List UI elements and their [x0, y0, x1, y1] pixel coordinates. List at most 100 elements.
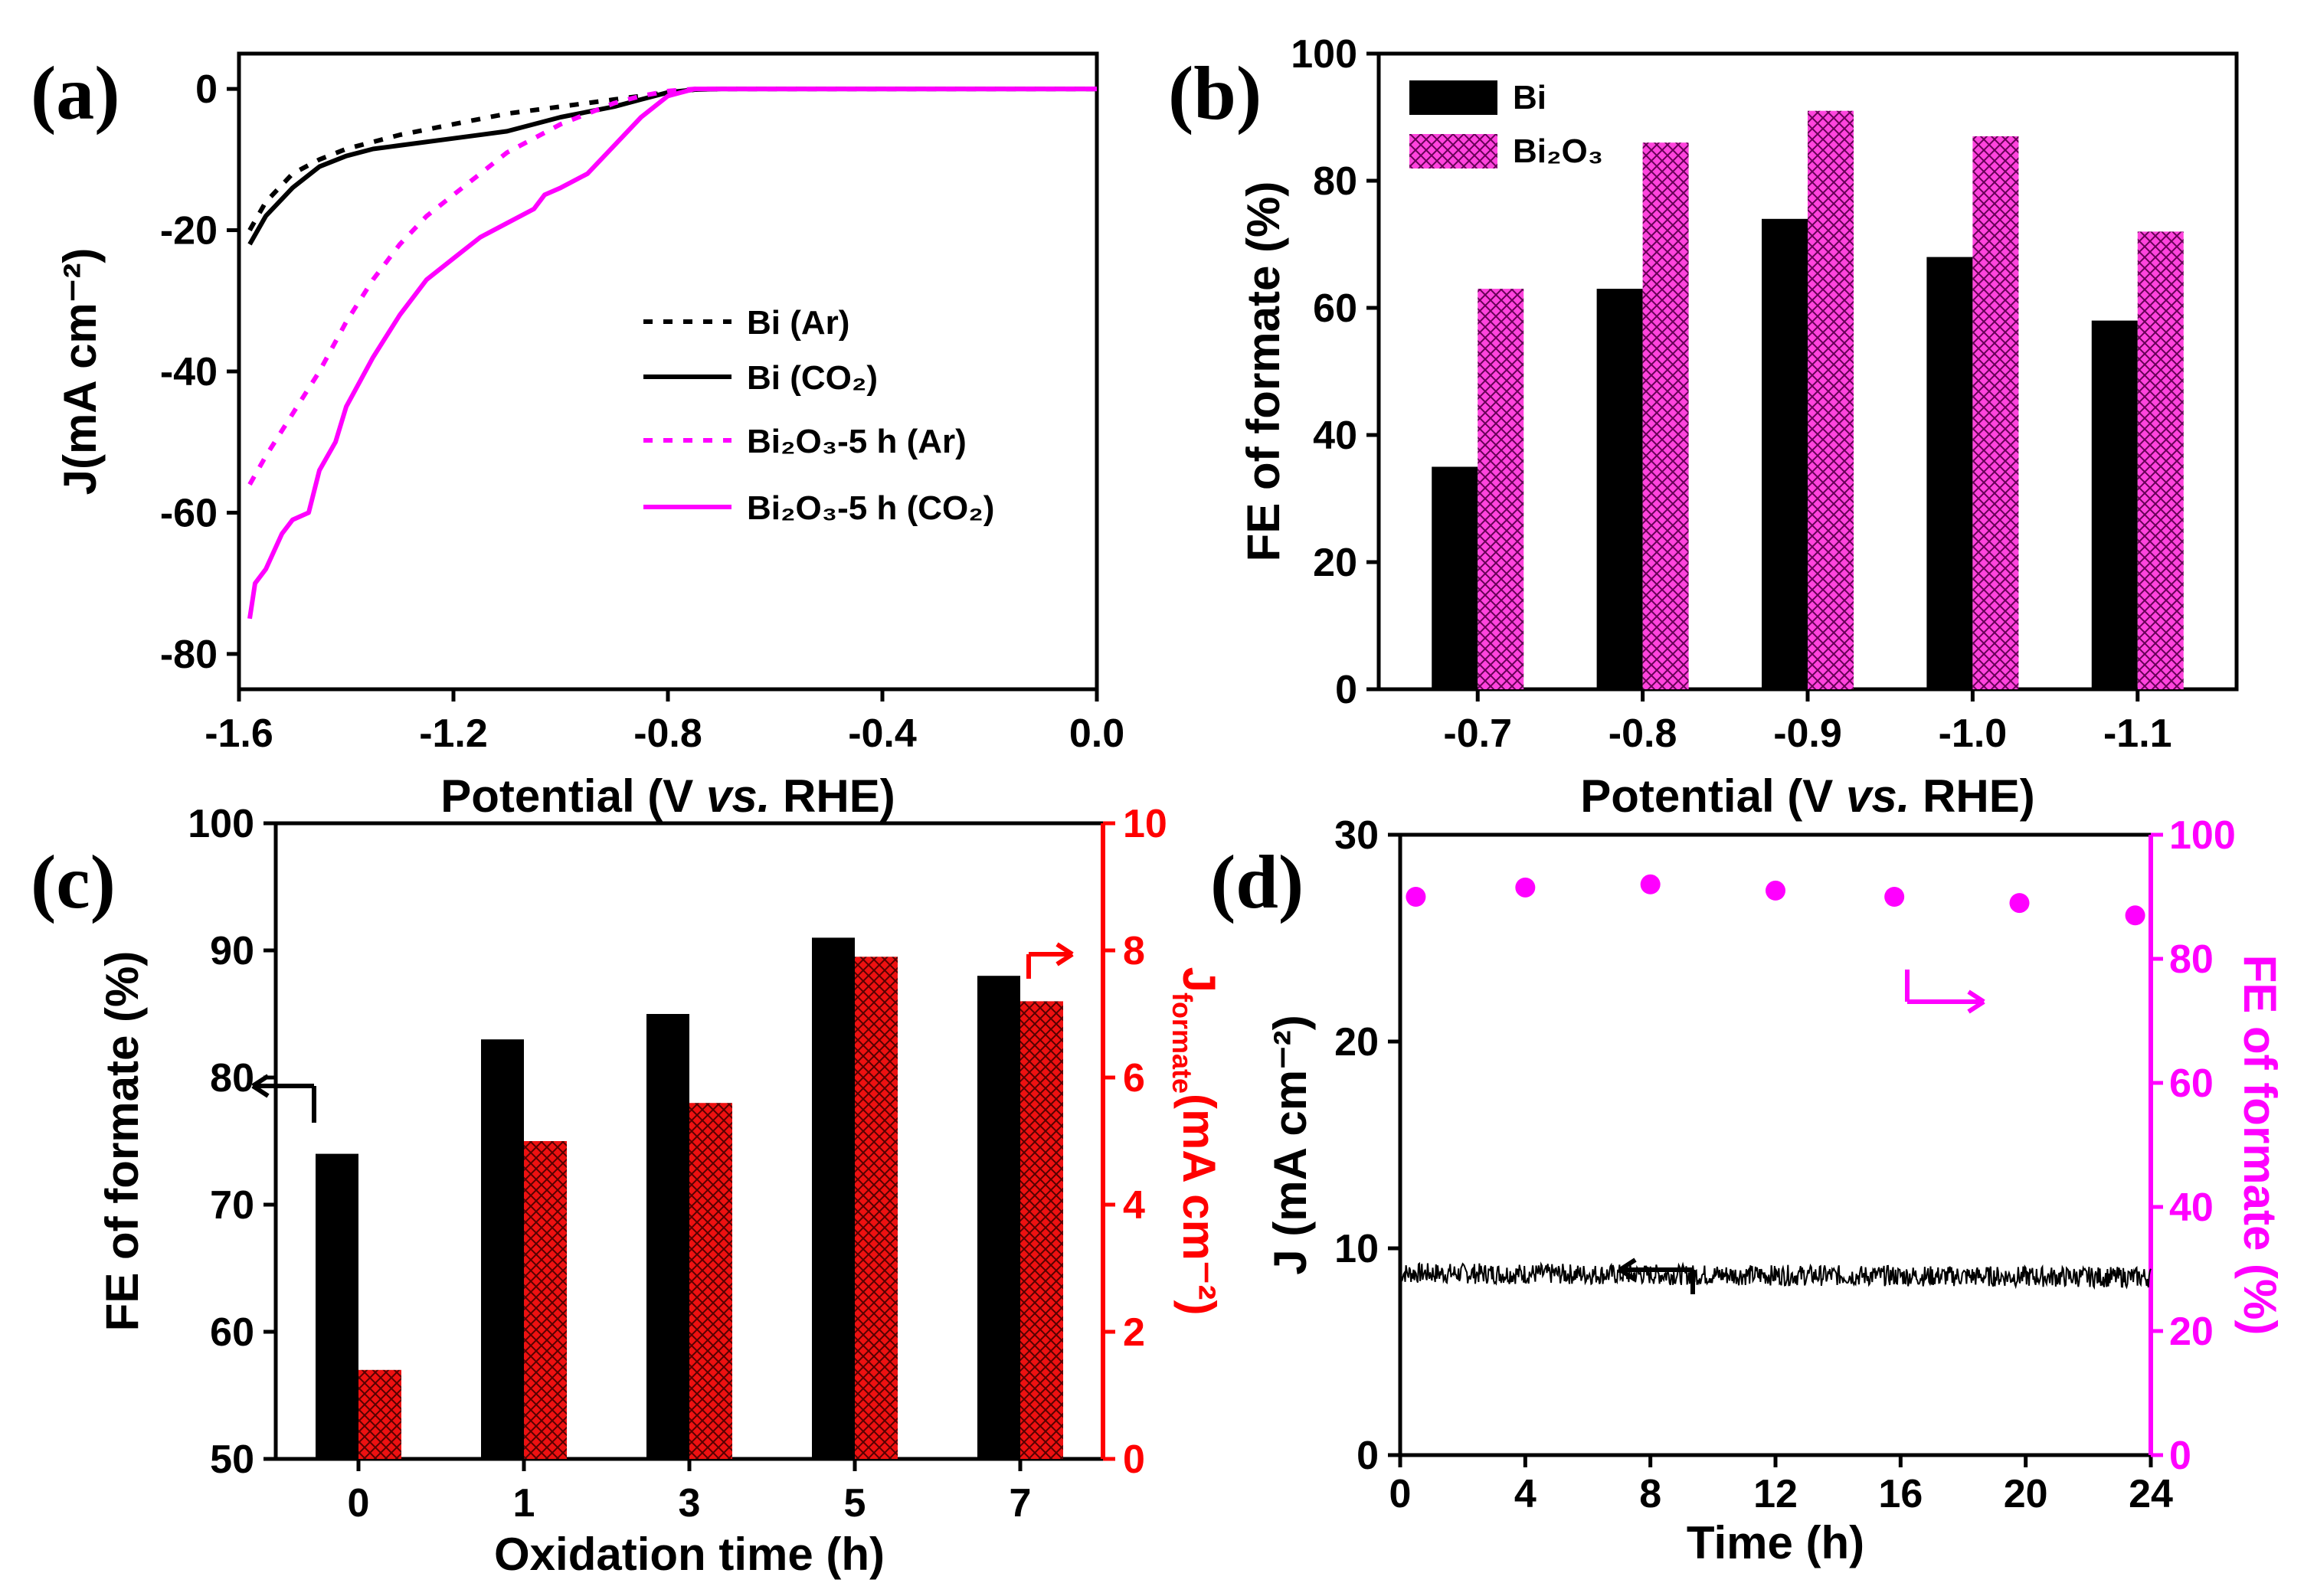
series-line-2: [247, 87, 1097, 486]
x-tick-label: 20: [2004, 1472, 2048, 1516]
legend-swatch-bi2o3: [1409, 134, 1497, 168]
x-tick-label: -0.8: [633, 711, 702, 756]
bar-bi: [1596, 289, 1643, 690]
bar-fe: [977, 976, 1020, 1459]
x-tick-label: 3: [679, 1481, 701, 1526]
x-tick-label: -0.4: [848, 711, 917, 756]
x-tick-label: -1.2: [419, 711, 488, 756]
y-right-tick-label: 8: [1123, 929, 1145, 973]
fe-point: [2125, 905, 2145, 926]
panel-c-ylabel-right-main: J: [1173, 967, 1225, 993]
series-line-3: [247, 87, 1097, 620]
x-tick-label: 16: [1878, 1472, 1923, 1516]
y-right-tick-label: 40: [2169, 1186, 2214, 1230]
bar-fe: [812, 937, 855, 1459]
y-right-tick-label: 0: [2169, 1434, 2191, 1478]
bar-fe: [481, 1039, 524, 1459]
panel-c-xlabel: Oxidation time (h): [494, 1529, 885, 1580]
x-tick-label: -0.7: [1443, 711, 1512, 756]
panel-d-frame: [1398, 832, 2153, 1457]
bar-fe: [646, 1014, 689, 1459]
y-tick-label: -40: [160, 350, 218, 394]
series-line-1: [247, 87, 1097, 246]
panel-a-legend: Bi (Ar) Bi (CO₂) Bi₂O₃-5 h (Ar) Bi₂O₃-5 …: [643, 304, 994, 527]
panel-c-ylabel-right: Jformate(mA cm⁻²): [1167, 967, 1225, 1316]
bar-j-formate: [524, 1141, 567, 1459]
bar-bi2o3: [1642, 142, 1689, 689]
panel-b: (b) -0.7 -0.8 -0.9 -1.0 -1.1 0 20 40 60 80 100 Po…: [1168, 32, 2239, 822]
panel-c-ylabel: FE of formate (%): [97, 951, 148, 1332]
bar-bi: [2091, 320, 2138, 689]
panel-c-ylabel-right-sub: formate: [1167, 993, 1198, 1094]
right-arrow-icon: [1905, 970, 1985, 1014]
panel-c-label: (c): [31, 839, 116, 924]
y-tick-label: 100: [1291, 32, 1357, 77]
bar-bi2o3: [1972, 136, 2019, 689]
bar-bi: [1762, 218, 1808, 689]
bar-j-formate: [855, 957, 898, 1459]
y-right-tick-label: 10: [1123, 802, 1167, 846]
y-tick-label: 20: [1313, 541, 1357, 585]
svg-text:Jformate(mA cm⁻²): Jformate(mA cm⁻²): [1167, 967, 1225, 1316]
y-right-tick-label: 80: [2169, 937, 2214, 982]
bar-bi2o3: [1478, 289, 1524, 690]
fe-point: [1766, 880, 1785, 901]
x-tick-label: -1.0: [1939, 711, 2008, 756]
fe-point: [1515, 877, 1536, 898]
bar-j-formate: [1020, 1001, 1063, 1459]
left-arrow-icon: [1618, 1258, 1695, 1294]
legend-label-bi2o3-co2: Bi₂O₃-5 h (CO₂): [747, 489, 994, 527]
x-tick-label: -1.1: [2103, 711, 2172, 756]
legend-label-bi2o3: Bi₂O₃: [1513, 132, 1603, 170]
right-arrow-icon: [1026, 942, 1074, 979]
bar-bi2o3: [1808, 110, 1854, 689]
legend-swatch-bi: [1409, 80, 1497, 115]
panel-c-ylabel-right-unit: (mA cm⁻²): [1173, 1094, 1225, 1315]
y-tick-label: 60: [1313, 286, 1357, 331]
panel-a-label: (a): [31, 51, 120, 136]
panel-a-ylabel: J(mA cm⁻²): [54, 248, 106, 495]
fe-point: [1884, 887, 1905, 907]
fe-point: [1406, 887, 1426, 907]
legend-label-bi: Bi: [1513, 79, 1546, 116]
x-tick-label: 4: [1514, 1472, 1537, 1516]
y-tick-label: 70: [210, 1183, 254, 1228]
x-tick-label: 1: [513, 1481, 535, 1526]
y-tick-label: 50: [210, 1437, 254, 1482]
legend-label-bi2o3-ar: Bi₂O₃-5 h (Ar): [747, 423, 967, 460]
bar-j-formate: [689, 1103, 732, 1459]
y-right-tick-label: 100: [2169, 813, 2236, 858]
y-tick-label: 0: [195, 67, 218, 112]
x-tick-label: -1.6: [205, 711, 273, 756]
x-tick-label: 12: [1753, 1472, 1798, 1516]
y-tick-label: -20: [160, 209, 218, 253]
bar-j-formate: [358, 1369, 401, 1459]
panel-d-ylabel: J (mA cm⁻²): [1265, 1015, 1316, 1275]
y-tick-label: 0: [1357, 1434, 1379, 1478]
bar-bi2o3: [2137, 231, 2184, 689]
y-right-tick-label: 6: [1123, 1056, 1145, 1101]
y-tick-label: 20: [1334, 1020, 1379, 1065]
y-right-tick-label: 0: [1123, 1437, 1145, 1482]
x-tick-label: 0.0: [1069, 711, 1124, 756]
panel-d-xlabel: Time (h): [1687, 1517, 1864, 1568]
x-tick-label: 8: [1639, 1472, 1661, 1516]
y-tick-label: 40: [1313, 414, 1357, 458]
panel-a-xlabel: Potential (V vs. RHE): [440, 770, 895, 822]
y-tick-label: 80: [1313, 159, 1357, 204]
y-right-tick-label: 2: [1123, 1310, 1145, 1355]
x-tick-label: 5: [844, 1481, 866, 1526]
fe-point: [2009, 893, 2030, 914]
y-tick-label: 10: [1334, 1227, 1379, 1271]
current-trace: [1399, 1261, 2152, 1290]
y-tick-label: -60: [160, 491, 218, 535]
panel-b-label: (b): [1168, 51, 1262, 136]
panel-a: (a) -1.6 -1.2 -0.8 -0.4 0.0 0 -20 -40 -60 -80 Po…: [31, 51, 1124, 822]
y-right-tick-label: 20: [2169, 1310, 2214, 1354]
panel-d-ylabel-right: FE of formate (%): [2234, 955, 2286, 1336]
panel-d-label: (d): [1210, 839, 1304, 924]
legend-label-bi-co2: Bi (CO₂): [747, 359, 878, 397]
panel-c: (c) 0 1 3 5 7 50 60 70 80 90 100 0 2 4 6 8 10 Oxidatio…: [31, 802, 1225, 1580]
panel-b-xlabel: Potential (V vs. RHE): [1580, 770, 2034, 822]
